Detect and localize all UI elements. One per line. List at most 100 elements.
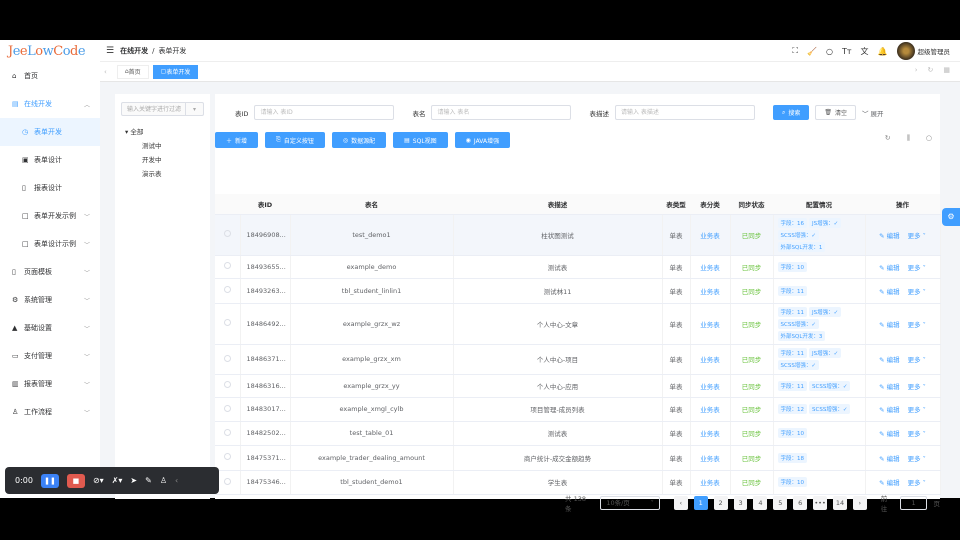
row-checkbox[interactable] <box>223 453 231 460</box>
tab-scroll-right-icon[interactable]: › <box>914 66 918 74</box>
more-dropdown[interactable]: 更多 ˅ <box>907 263 926 272</box>
clear-button[interactable]: 🗑 清空 <box>815 105 856 120</box>
row-checkbox[interactable] <box>223 286 231 293</box>
table-row[interactable]: 18486492... example_grzx_wz 个人中心-文章 单表 业务表 已同… <box>215 303 941 345</box>
mic-off-icon[interactable]: ✗▾ <box>111 476 123 485</box>
page-size-select[interactable]: 10条/页 ˅ <box>600 496 660 510</box>
sidebar-item[interactable]: ▣ 表单设计 <box>0 146 100 174</box>
row-select[interactable] <box>215 255 241 279</box>
refresh-icon[interactable]: ↻ <box>927 66 934 74</box>
collapse-icon[interactable]: ‹ <box>174 476 179 485</box>
edit-link[interactable]: ✎ 编辑 <box>879 231 900 240</box>
row-checkbox[interactable] <box>223 230 231 237</box>
stop-button[interactable]: ■ <box>66 473 85 488</box>
table-row[interactable]: 18486316... example_grzx_yy 个人中心-应用 单表 业务表 已同… <box>215 374 941 398</box>
edit-link[interactable]: ✎ 编辑 <box>879 356 900 364</box>
row-select[interactable] <box>215 397 241 422</box>
tab-home[interactable]: ⌂ 首页 <box>116 64 149 79</box>
sidebar-item[interactable]: ▭ 支付管理 ﹀ <box>0 342 100 370</box>
breadcrumb-item[interactable]: 在线开发 <box>120 46 149 55</box>
row-checkbox[interactable] <box>223 262 231 269</box>
search-button[interactable]: ⌕ 搜索 <box>772 105 810 120</box>
row-select[interactable] <box>215 214 241 256</box>
more-dropdown[interactable]: 更多 ˅ <box>907 454 926 463</box>
row-select[interactable] <box>215 303 241 345</box>
sidebar-item[interactable]: ⚙ 系统管理 ﹀ <box>0 286 100 314</box>
fullscreen-icon[interactable]: ⛶ <box>792 46 799 55</box>
sidebar-item[interactable]: ♙ 工作流程 ﹀ <box>0 398 100 426</box>
row-select[interactable] <box>215 421 241 446</box>
datasource-button[interactable]: ◎ 数据源配 <box>331 132 387 148</box>
page-button[interactable]: 3 <box>733 496 748 510</box>
row-select[interactable] <box>215 278 241 304</box>
more-dropdown[interactable]: 更多 ˅ <box>907 430 926 438</box>
column-settings-icon[interactable]: ⫼ <box>906 134 910 142</box>
bell-icon[interactable]: 🔔 <box>877 46 888 56</box>
page-button[interactable]: 1 <box>693 496 708 510</box>
column-header[interactable]: 表类型 <box>662 194 690 215</box>
font-size-icon[interactable]: Tт <box>841 46 852 56</box>
sidebar-item[interactable]: ◷ 表单开发 <box>0 118 100 146</box>
settings-float-button[interactable]: ⚙ <box>942 208 960 226</box>
more-dropdown[interactable]: 更多 ˅ <box>907 231 926 240</box>
sidebar-item[interactable]: ▲ 基础设置 ﹀ <box>0 314 100 342</box>
edit-link[interactable]: ✎ 编辑 <box>879 263 900 272</box>
edit-link[interactable]: ✎ 编辑 <box>879 382 900 391</box>
more-dropdown[interactable]: 更多 ˅ <box>907 479 926 487</box>
table-row[interactable]: 18496908... test_demo1 柱状图测试 单表 业务表 已同步 字段：16 J… <box>215 214 941 256</box>
menu-toggle-icon[interactable]: ☰ <box>106 45 115 56</box>
table-row[interactable]: 18493655... example_demo 测试表 单表 业务表 已同步 字段：10 ✎… <box>215 255 941 279</box>
row-checkbox[interactable] <box>223 354 231 362</box>
user-name[interactable]: 超级管理员 <box>917 48 951 56</box>
page-button[interactable]: ••• <box>813 496 828 510</box>
custom-button[interactable]: ⎘ 自定义按钮 <box>265 132 325 148</box>
row-checkbox[interactable] <box>223 381 231 388</box>
row-checkbox[interactable] <box>223 428 231 436</box>
page-button[interactable]: 2 <box>713 496 728 510</box>
camera-off-icon[interactable]: ⊘▾ <box>92 476 104 485</box>
more-dropdown[interactable]: 更多 ˅ <box>907 320 926 329</box>
column-header[interactable]: 表名 <box>290 194 453 215</box>
more-dropdown[interactable]: 更多 ˅ <box>907 406 926 414</box>
table-row[interactable]: 18482502... test_table_01 测试表 单表 业务表 已同步 字段：10… <box>215 421 941 446</box>
tab-form-dev[interactable]: ▢ 表单开发 <box>152 64 199 79</box>
eraser-icon[interactable]: ♙ <box>159 476 167 485</box>
sidebar-item[interactable]: ▥ 报表管理 ﹀ <box>0 370 100 398</box>
page-button[interactable]: 14 <box>833 496 847 510</box>
table-row[interactable]: 18483017... example_xmgl_cylb 项目管理-成员列表 单表业… <box>215 397 941 422</box>
refresh-icon[interactable]: ↻ <box>884 134 891 142</box>
table-row[interactable]: 18486371... example_grzx_xm 个人中心-项目 单表 业务表 已同… <box>215 344 941 375</box>
filter-input[interactable]: 请输入 表描述 <box>614 105 755 120</box>
table-row[interactable]: 18475346... tbl_student_demo1 学生表 单表 业务表 已同步字… <box>215 470 941 495</box>
edit-link[interactable]: ✎ 编辑 <box>879 320 900 329</box>
page-button[interactable]: 5 <box>773 496 788 510</box>
tree-node[interactable]: 测试中 <box>142 142 162 150</box>
table-row[interactable]: 18475371... example_trader_dealing_amount… <box>215 445 941 471</box>
avatar[interactable] <box>896 42 915 60</box>
sidebar-item[interactable]: ▤ 在线开发 ︿ <box>0 90 100 118</box>
edit-link[interactable]: ✎ 编辑 <box>879 454 900 463</box>
edit-link[interactable]: ✎ 编辑 <box>879 479 900 487</box>
edit-link[interactable]: ✎ 编辑 <box>879 287 900 296</box>
row-checkbox[interactable] <box>223 404 231 412</box>
column-header[interactable]: 表ID <box>240 194 290 215</box>
goto-page-input[interactable]: 1 <box>899 496 928 510</box>
search-icon[interactable]: ○ <box>826 46 833 56</box>
java-enhance-button[interactable]: ◉ JAVA增强 <box>454 132 511 148</box>
tree-node-all[interactable]: ▾ 全部 <box>125 128 144 136</box>
next-page-button[interactable]: › <box>852 496 867 510</box>
more-dropdown[interactable]: 更多 ˅ <box>907 287 926 296</box>
filter-input[interactable]: 请输入 表ID <box>254 105 395 120</box>
sidebar-item[interactable]: ▯ 报表设计 <box>0 174 100 202</box>
filter-input[interactable]: 请输入 表名 <box>431 105 572 120</box>
sidebar-item[interactable]: ▯ 页面模板 ﹀ <box>0 258 100 286</box>
sidebar-item[interactable]: ⌂ 首页 <box>0 62 100 90</box>
row-select[interactable] <box>215 374 241 398</box>
column-header[interactable]: 同步状态 <box>730 194 773 215</box>
table-row[interactable]: 18493263... tbl_student_linlin1 测试林11 单表 业务表… <box>215 278 941 304</box>
expand-toggle[interactable]: ﹀ 展开 <box>861 109 884 118</box>
row-select[interactable] <box>215 445 241 471</box>
row-checkbox[interactable] <box>223 319 231 326</box>
sidebar-item[interactable]: □ 表单开发示例 ﹀ <box>0 202 100 230</box>
cursor-icon[interactable]: ➤ <box>130 476 138 485</box>
